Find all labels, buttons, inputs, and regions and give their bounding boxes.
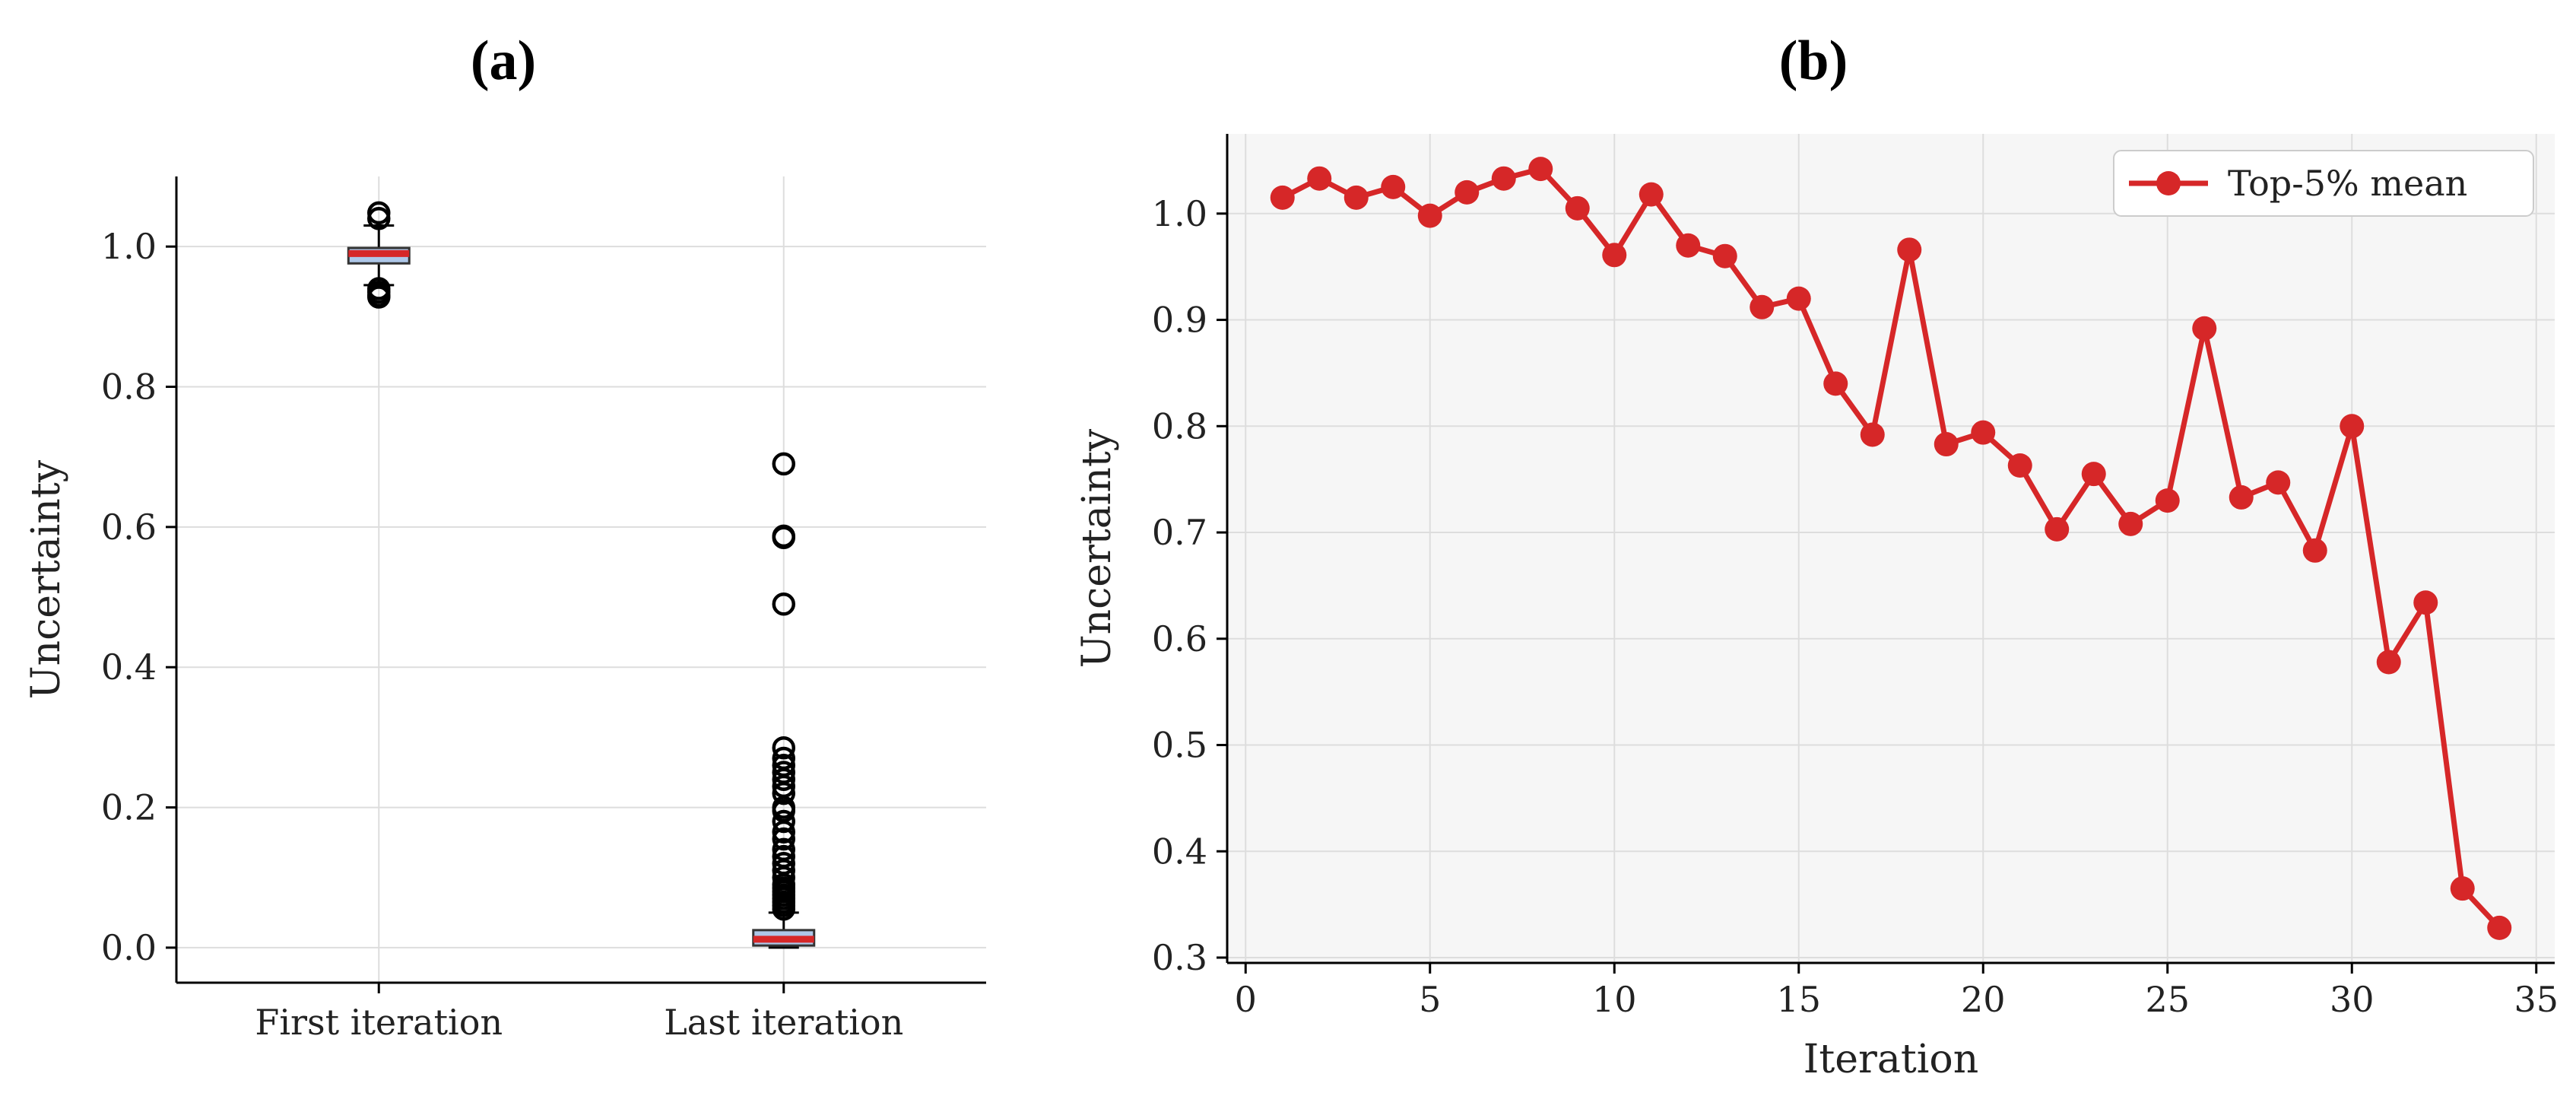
y-tick-label: 0.8 <box>101 367 157 408</box>
y-tick-label: 0.2 <box>101 787 157 828</box>
data-point <box>2340 414 2365 439</box>
data-point <box>1971 420 1996 445</box>
data-point <box>2450 876 2475 901</box>
x-ticks: 0 5 10 15 20 25 30 35 <box>1235 963 2559 1020</box>
x-tick-label: 35 <box>2514 979 2559 1020</box>
data-point <box>1528 157 1553 182</box>
data-point <box>1750 294 1775 319</box>
data-point <box>1934 432 1959 457</box>
data-point <box>1676 233 1701 258</box>
data-point <box>1455 180 1480 205</box>
data-point <box>1270 185 1295 210</box>
y-tick-label: 0.0 <box>101 927 157 968</box>
data-point <box>1381 174 1406 199</box>
data-point <box>2229 485 2254 510</box>
outlier-point <box>772 781 795 805</box>
outlier-point <box>772 526 795 549</box>
x-tick-label: 25 <box>2145 979 2190 1020</box>
data-point <box>2413 590 2438 615</box>
y-axis-label: Uncertainty <box>24 459 69 699</box>
box-first-iteration <box>347 201 411 309</box>
data-point <box>2192 316 2217 341</box>
legend-frame <box>2113 150 2534 217</box>
data-point <box>1786 286 1811 311</box>
data-point <box>2155 488 2180 513</box>
boxes <box>347 201 816 949</box>
y-tick-label: 0.9 <box>1152 300 1207 341</box>
y-tick-label: 0.7 <box>1152 512 1207 553</box>
y-tick-label: 0.4 <box>101 647 157 688</box>
x-tick-label: 10 <box>1592 979 1637 1020</box>
y-ticks: 0.3 0.4 0.5 0.6 0.7 0.8 0.9 1.0 <box>1152 193 1227 978</box>
y-tick-label: 0.8 <box>1152 405 1207 446</box>
outlier-point <box>772 827 795 851</box>
outlier-point <box>772 809 795 834</box>
data-point <box>1307 166 1332 191</box>
x-axis-label: Iteration <box>1804 1037 1978 1082</box>
outlier-point <box>772 820 795 844</box>
x-tick-label: 15 <box>1776 979 1821 1020</box>
data-point <box>2266 470 2291 495</box>
data-point <box>1565 195 1590 221</box>
x-ticks: First iteration Last iteration <box>255 983 903 1043</box>
x-tick-label: 0 <box>1235 979 1257 1020</box>
y-tick-label: 0.6 <box>1152 618 1207 659</box>
panel-b-label: (b) <box>1779 30 1848 92</box>
outlier-point <box>772 452 795 476</box>
data-point <box>2376 650 2401 675</box>
data-point <box>1639 182 1664 207</box>
data-point <box>2007 453 2032 478</box>
x-tick-label: 30 <box>2330 979 2375 1020</box>
grid <box>176 176 986 983</box>
y-axis-label: Uncertainty <box>1074 428 1120 668</box>
x-tick-label: 5 <box>1419 979 1441 1020</box>
x-tick-label: 20 <box>1961 979 2006 1020</box>
series-line <box>1281 166 2501 930</box>
y-tick-label: 0.4 <box>1152 831 1207 872</box>
x-tick-label: First iteration <box>255 1002 503 1043</box>
y-tick-label: 1.0 <box>101 226 157 267</box>
data-point <box>1417 203 1442 228</box>
y-tick-label: 1.0 <box>1152 193 1207 234</box>
data-point <box>2302 538 2327 563</box>
data-point <box>1602 243 1627 268</box>
grid <box>1227 134 2555 963</box>
data-point <box>1823 371 1848 396</box>
data-point <box>1491 166 1516 191</box>
box-plot-chart: 0.0 0.2 0.4 0.6 0.8 1.0 First iteration Last i… <box>24 176 986 1043</box>
legend: Top-5% mean <box>2113 150 2534 217</box>
y-ticks: 0.0 0.2 0.4 0.6 0.8 1.0 <box>101 226 176 968</box>
outlier-point <box>772 736 795 760</box>
series <box>1270 157 2512 940</box>
y-tick-label: 0.6 <box>101 507 157 548</box>
outlier-point <box>367 285 391 309</box>
outlier-point <box>772 897 795 921</box>
axes <box>1226 134 2555 964</box>
y-tick-label: 0.5 <box>1152 725 1207 766</box>
line-chart: 0.30.40.50.60.70.80.91.0 0 5 10 15 20 25 30 35 … <box>1074 134 2559 1082</box>
data-point <box>1344 185 1369 210</box>
outlier-point <box>367 207 391 230</box>
data-point <box>2045 516 2070 542</box>
legend-marker-swatch <box>2156 171 2181 195</box>
panel-a-label: (a) <box>471 30 536 92</box>
data-point <box>1712 243 1737 268</box>
data-point <box>2487 915 2512 940</box>
box-last-iteration <box>752 452 816 949</box>
outlier-point <box>772 767 795 791</box>
y-tick-label: 0.3 <box>1152 937 1207 978</box>
outlier-point <box>772 593 795 616</box>
x-tick-label: Last iteration <box>664 1002 903 1043</box>
data-point <box>1897 237 1922 262</box>
legend-label: Top-5% mean <box>2228 163 2467 204</box>
plot-background <box>1227 134 2555 963</box>
data-point <box>2118 511 2143 536</box>
axes <box>175 176 986 984</box>
data-point <box>2081 462 2106 487</box>
data-point <box>1860 422 1885 447</box>
